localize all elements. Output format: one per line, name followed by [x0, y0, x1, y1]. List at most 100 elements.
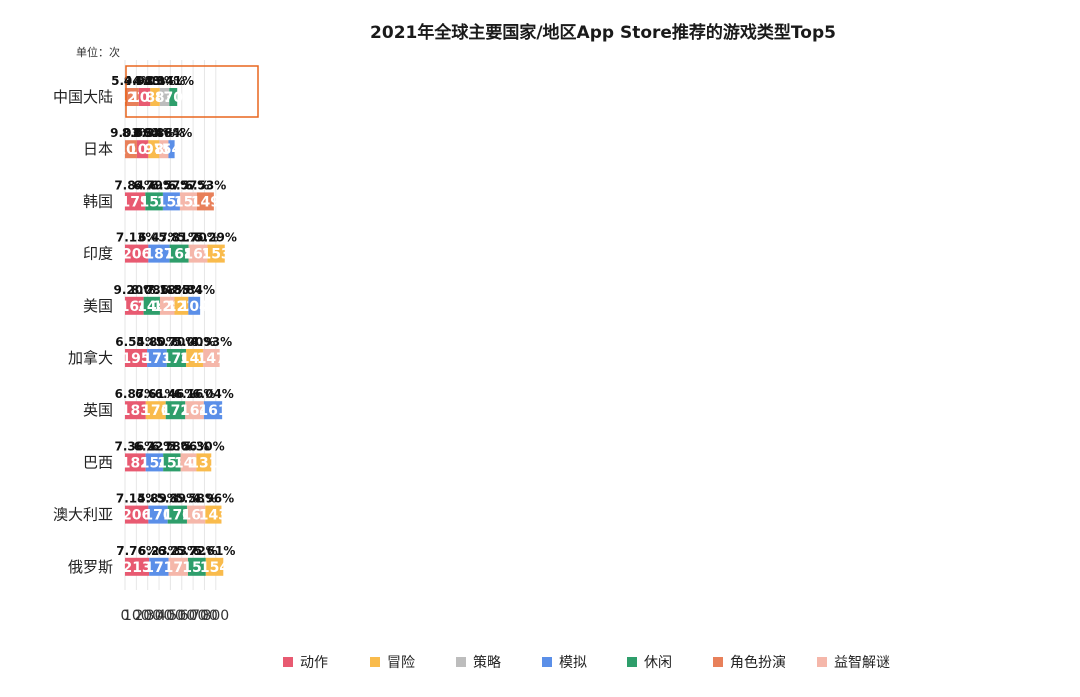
value-label: 144	[137, 299, 166, 315]
percent-label: 6.61%	[135, 387, 177, 401]
bar-segment	[167, 505, 187, 524]
value-label: 165	[183, 247, 212, 263]
bar-segment	[159, 296, 175, 315]
bar-segment	[186, 349, 203, 367]
percent-label: 7.76%	[116, 544, 158, 558]
bar-segment	[179, 192, 197, 211]
percent-label: 4.04%	[144, 74, 186, 88]
value-label: 154	[140, 455, 169, 471]
percent-label: 5.89%	[157, 492, 199, 506]
value-label: 147	[197, 351, 226, 367]
percent-label: 6.23%	[157, 544, 199, 558]
value-label: 157	[182, 560, 211, 576]
bar-segment	[125, 296, 144, 315]
x-tick-label: 800	[202, 608, 229, 624]
value-label: 176	[141, 403, 170, 419]
x-tick-label: 600	[180, 608, 207, 624]
bar-segment	[205, 505, 222, 524]
value-label: 168	[165, 247, 194, 263]
value-label: 179	[121, 194, 150, 210]
value-label: 97	[144, 142, 163, 158]
percent-label: 5.66%	[168, 439, 210, 453]
bar-segment	[125, 505, 149, 524]
bar-segment	[147, 349, 167, 367]
percent-label: 5.70%	[177, 231, 219, 245]
value-label: 149	[180, 351, 209, 367]
bar-segment	[125, 349, 148, 367]
percent-label: 4.93%	[190, 335, 232, 349]
percent-label: 4.64%	[151, 126, 193, 140]
percent-label: 6.22%	[134, 439, 176, 453]
percent-label: 5.89%	[137, 492, 179, 506]
bar-segment	[148, 505, 168, 524]
legend-label: 动作	[300, 655, 328, 671]
percent-label: 4.96%	[193, 492, 235, 506]
percent-label: 6.47%	[138, 231, 180, 245]
percent-label: 5.70%	[156, 335, 198, 349]
bar-segment	[174, 296, 189, 315]
category-label: 巴西	[83, 453, 113, 471]
bar-row: 加拿大 195 6.54% 173 5.80% 170 5.70% 149 5.00% 147 4.…	[68, 335, 232, 367]
bar-segment	[168, 557, 188, 576]
bar-segment	[187, 557, 206, 576]
value-label: 170	[163, 508, 192, 524]
bar-segment	[148, 244, 170, 263]
x-tick-label: 500	[168, 608, 195, 624]
bar-segment	[166, 349, 187, 367]
bar-segment	[165, 401, 186, 420]
value-label: 164	[120, 299, 149, 315]
value-label: 131	[189, 455, 218, 471]
bar-segment	[180, 453, 197, 472]
category-label: 韩国	[83, 192, 113, 210]
percent-label: 6.18%	[151, 439, 193, 453]
percent-label: 5.72%	[176, 544, 218, 558]
legend-swatch	[283, 657, 293, 667]
percent-label: 7.84%	[114, 178, 156, 192]
percent-label: 5.84%	[173, 283, 215, 297]
bar-row: 澳大利亚 2067.14%1705.89%1705.89%1615.58%1434…	[53, 492, 234, 524]
x-tick-label: 0	[121, 608, 130, 624]
legend-label: 休闲	[644, 655, 672, 671]
category-label: 英国	[83, 401, 113, 419]
percent-label: 9.03%	[110, 126, 152, 140]
value-label: 171	[144, 560, 173, 576]
bar-segment	[148, 140, 160, 159]
percent-label: 6.04%	[192, 387, 234, 401]
legend-item: 角色扮演	[713, 654, 786, 671]
percent-label: 5.58%	[175, 492, 217, 506]
category-label: 加拿大	[68, 349, 113, 367]
percent-label: 7.14%	[116, 492, 158, 506]
bar-row: 韩国 179 7.84% 155 6.79% 150 6.57% 150 6.57% 149 6.5…	[83, 178, 226, 211]
bar-segment	[136, 140, 149, 159]
value-label: 70	[163, 90, 183, 106]
legend-swatch	[370, 657, 380, 667]
value-label: 206	[122, 508, 151, 524]
category-label: 澳大利亚	[53, 506, 113, 524]
percent-label: 6.23%	[138, 544, 180, 558]
bar-segment	[145, 453, 164, 472]
value-label: 149	[191, 194, 220, 210]
value-label: 213	[122, 560, 151, 576]
percent-label: 6.87%	[115, 387, 157, 401]
value-label: 187	[144, 247, 173, 263]
bar-segment	[125, 88, 139, 106]
percent-label: 5.80%	[136, 335, 178, 349]
value-label: 155	[139, 194, 168, 210]
legend-label: 益智解谜	[834, 655, 890, 671]
value-label: 153	[157, 455, 186, 471]
percent-label: 6.57%	[168, 178, 210, 192]
bar-segment	[169, 88, 178, 106]
percent-label: 8.08%	[131, 283, 173, 297]
legend-swatch	[627, 657, 637, 667]
value-label: 182	[121, 455, 150, 471]
percent-label: 7.13%	[116, 231, 158, 245]
legend-item: 动作	[283, 655, 328, 671]
value-label: 170	[143, 508, 172, 524]
bar-segment	[186, 505, 206, 524]
bar-segment	[188, 296, 201, 315]
percent-label: 6.79%	[133, 178, 175, 192]
unit-label: 单位：次	[76, 45, 120, 59]
